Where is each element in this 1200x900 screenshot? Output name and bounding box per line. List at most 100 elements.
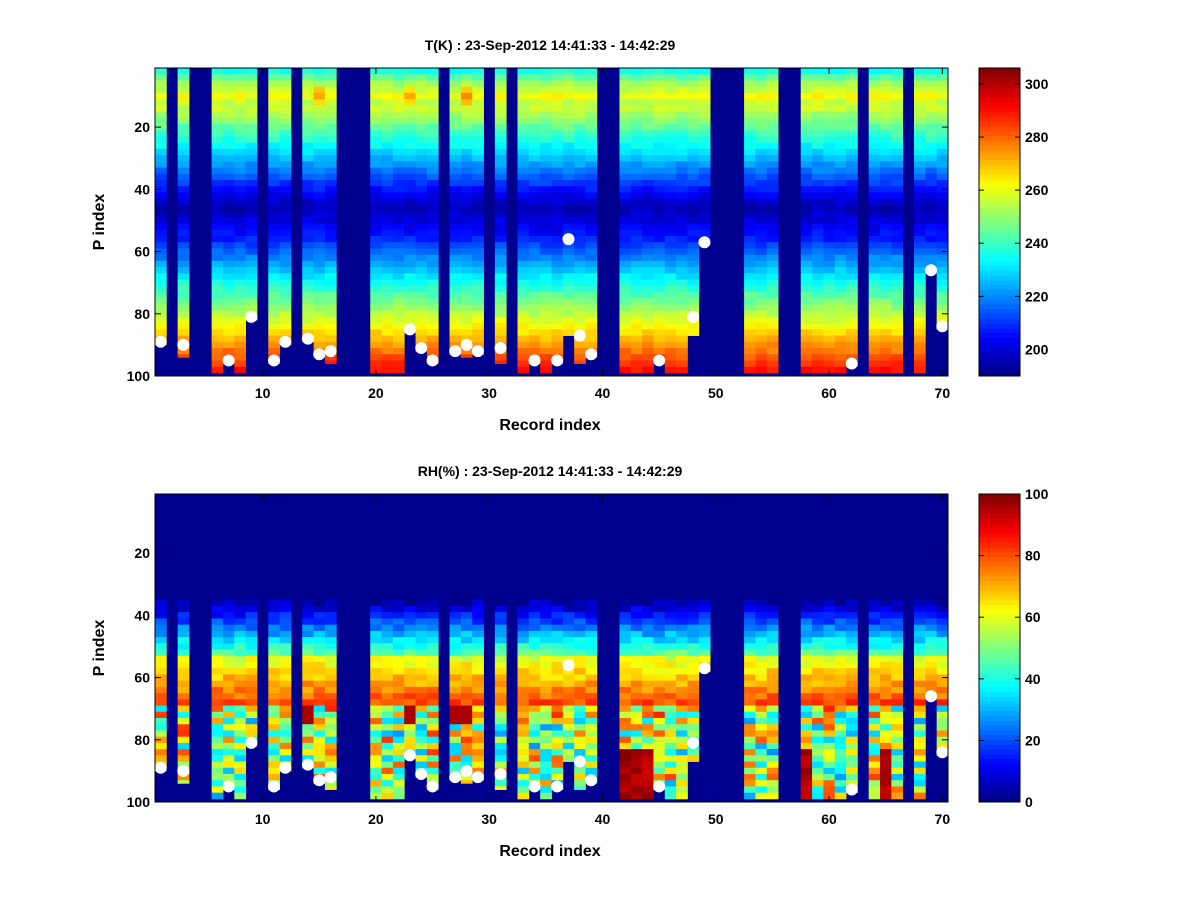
heatmap-cell	[880, 124, 892, 131]
heatmap-cell	[630, 192, 643, 200]
heatmap-cell	[585, 755, 598, 762]
heatmap-cell	[313, 742, 326, 750]
colorbar-segment	[979, 135, 1020, 141]
heatmap-cell	[676, 242, 688, 249]
heatmap-cell	[540, 599, 552, 607]
heatmap-cell	[687, 693, 700, 700]
heatmap-cell	[392, 668, 405, 675]
heatmap-cell	[925, 111, 938, 119]
heatmap-cell	[585, 254, 598, 262]
heatmap-cell	[404, 742, 416, 750]
heatmap-cell	[404, 99, 416, 106]
heatmap-cell	[234, 736, 247, 744]
heatmap-cell	[268, 92, 281, 100]
heatmap-cell	[800, 99, 813, 106]
heatmap-cell	[302, 217, 314, 224]
heatmap-cell	[812, 711, 824, 719]
heatmap-cell	[891, 130, 904, 137]
heatmap-cell	[891, 780, 904, 787]
heatmap-cell	[415, 86, 428, 94]
heatmap-cell	[324, 254, 337, 262]
heatmap-cell	[517, 242, 530, 249]
heatmap-cell	[370, 192, 382, 200]
heatmap-cell	[653, 718, 666, 725]
heatmap-cell	[370, 742, 382, 750]
heatmap-cell	[279, 724, 292, 731]
heatmap-cell	[528, 341, 541, 349]
heatmap-cell	[562, 124, 575, 131]
heatmap-cell	[766, 599, 779, 607]
heatmap-cell	[211, 173, 224, 181]
heatmap-cell	[642, 267, 654, 274]
heatmap-cell	[880, 74, 892, 81]
heatmap-cell	[823, 316, 836, 324]
heatmap-cell	[687, 711, 700, 719]
heatmap-cell	[324, 273, 337, 280]
heatmap-cell	[528, 637, 541, 644]
heatmap-cell	[914, 730, 926, 738]
heatmap-cell	[540, 767, 552, 775]
heatmap-cell	[245, 111, 258, 119]
heatmap-cell	[914, 736, 926, 744]
heatmap-cell	[177, 279, 190, 287]
heatmap-cell	[540, 366, 552, 374]
heatmap-cell	[891, 348, 904, 355]
heatmap-cell	[313, 142, 326, 150]
heatmap-cell	[370, 329, 382, 336]
heatmap-cell	[744, 192, 756, 200]
heatmap-cell	[177, 718, 190, 725]
heatmap-cell	[868, 686, 881, 694]
heatmap-cell	[812, 323, 824, 330]
heatmap-cell	[812, 730, 824, 738]
heatmap-cell	[868, 248, 881, 256]
heatmap-cell	[698, 217, 711, 224]
heatmap-cell	[472, 643, 484, 650]
heatmap-cell	[268, 279, 281, 287]
heatmap-cell	[234, 366, 247, 374]
colorbar-segment	[979, 130, 1020, 136]
heatmap-cell	[846, 223, 858, 231]
heatmap-cell	[234, 643, 247, 650]
heatmap-cell	[370, 323, 382, 330]
heatmap-cell	[381, 630, 394, 638]
heatmap-cell	[472, 699, 484, 706]
heatmap-cell	[800, 148, 813, 156]
heatmap-cell	[914, 248, 926, 256]
heatmap-cell	[268, 761, 281, 769]
heatmap-cell	[891, 304, 904, 312]
heatmap-cell	[449, 755, 462, 762]
colorbar-segment	[979, 609, 1020, 615]
heatmap-cell	[766, 724, 779, 731]
heatmap-cell	[664, 335, 677, 343]
heatmap-cell	[392, 316, 405, 324]
heatmap-cell	[302, 755, 314, 762]
heatmap-cell	[800, 74, 813, 81]
heatmap-cell	[664, 649, 677, 657]
heatmap-cell	[245, 298, 258, 305]
heatmap-cell	[472, 254, 484, 262]
heatmap-cell	[472, 155, 484, 162]
heatmap-cell	[834, 105, 847, 112]
heatmap-cell	[302, 167, 314, 175]
heatmap-cell	[630, 323, 643, 330]
heatmap-cell	[404, 117, 416, 125]
heatmap-cell	[744, 279, 756, 287]
heatmap-cell	[914, 86, 926, 94]
heatmap-cell	[574, 742, 586, 750]
heatmap-cell	[392, 599, 405, 607]
heatmap-cell	[914, 292, 926, 299]
heatmap-cell	[155, 86, 167, 94]
heatmap-cell	[766, 335, 779, 343]
heatmap-cell	[562, 637, 575, 644]
heatmap-cell	[846, 204, 858, 212]
heatmap-cell	[653, 341, 666, 349]
heatmap-cell	[585, 267, 598, 274]
heatmap-cell	[812, 248, 824, 256]
heatmap-cell	[914, 341, 926, 349]
heatmap-cell	[415, 680, 428, 688]
heatmap-cell	[687, 699, 700, 706]
heatmap-cell	[234, 279, 247, 287]
heatmap-cell	[222, 298, 235, 305]
heatmap-cell	[664, 792, 677, 800]
heatmap-cell	[279, 229, 292, 237]
